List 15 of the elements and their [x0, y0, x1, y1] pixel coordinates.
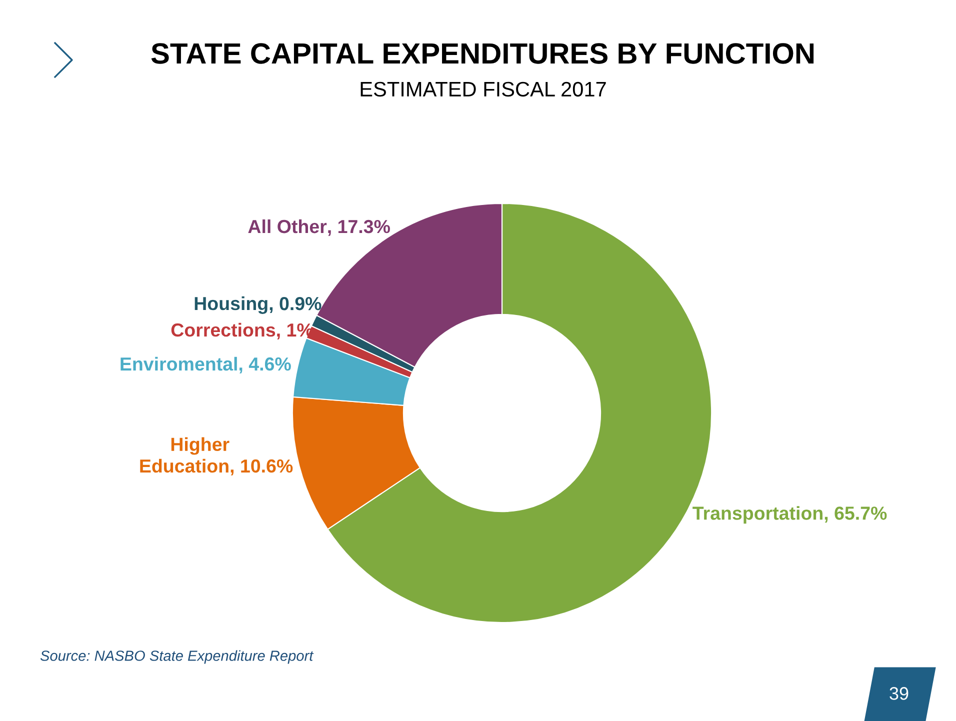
data-label: , 17.3%	[328, 220, 390, 236]
chart-title: STATE CAPITAL EXPENDITURES BY FUNCTION	[151, 43, 814, 64]
chart-subtitle: ESTIMATED FISCAL 2017	[360, 82, 606, 97]
data-label: , 65.7%	[824, 506, 887, 523]
slice-label: Higher Education	[140, 437, 230, 473]
slice-label: Housing	[194, 296, 268, 314]
data-label: , 10.6%	[230, 459, 293, 476]
source-note: Source: NASBO State Expenditure Report	[40, 650, 314, 664]
slice-label: Transportation	[692, 506, 822, 524]
slice-label: Enviromental	[120, 356, 237, 371]
data-label: , 4.6%	[239, 357, 291, 374]
text: 39	[890, 687, 908, 700]
slice-label: Corrections	[171, 322, 276, 337]
data-label: , 0.9%	[270, 296, 322, 313]
slice-label: All Other	[248, 219, 327, 234]
